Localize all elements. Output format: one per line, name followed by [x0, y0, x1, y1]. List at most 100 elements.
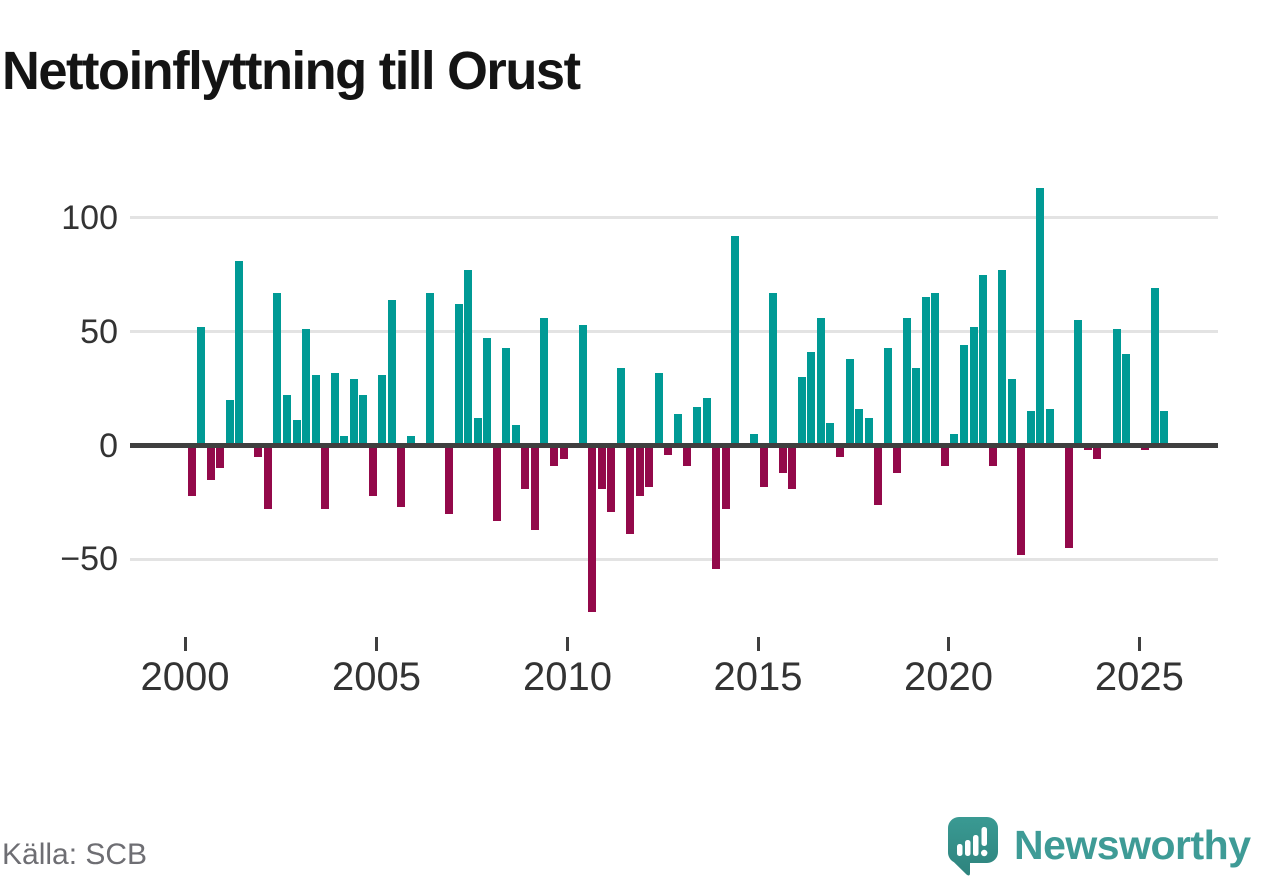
bar-negative — [1064, 445, 1073, 548]
bar-positive — [1150, 288, 1159, 446]
gridline — [130, 557, 1218, 561]
bar-negative — [893, 445, 902, 473]
bar-positive — [292, 420, 301, 446]
bar-positive — [1007, 379, 1016, 446]
y-axis-label: 0 — [99, 426, 118, 465]
bar-negative — [206, 445, 215, 480]
bar-positive — [378, 374, 387, 446]
bar-negative — [712, 445, 720, 569]
bar-positive — [979, 274, 987, 446]
bar-negative — [559, 445, 568, 460]
bar-positive — [845, 358, 854, 446]
bar-positive — [616, 368, 625, 446]
bar-positive — [998, 270, 1007, 446]
exclamation-dot — [981, 849, 988, 857]
bar-negative — [664, 445, 673, 455]
bar-positive — [349, 379, 358, 446]
x-axis-tick — [947, 637, 950, 651]
bar-negative — [216, 445, 225, 469]
zero-axis-line — [130, 443, 1218, 448]
x-axis-label: 2010 — [523, 655, 612, 699]
bar-positive — [302, 329, 310, 446]
bar-negative — [321, 445, 330, 510]
bar-positive — [406, 436, 415, 446]
x-axis-label: 2025 — [1094, 655, 1184, 699]
x-axis-label: 2015 — [713, 655, 803, 699]
bar-negative — [788, 445, 797, 489]
bar-negative — [263, 445, 272, 510]
bar-positive — [511, 425, 520, 446]
bar-positive — [883, 347, 892, 446]
gridline — [130, 216, 1218, 220]
bar-positive — [464, 270, 473, 446]
bar-positive — [502, 347, 511, 446]
bar-positive — [1026, 411, 1035, 446]
x-axis-label: 2020 — [904, 655, 993, 699]
speech-bubble-shape — [947, 817, 998, 876]
chart-bar-small — [957, 844, 963, 856]
x-axis-tick — [375, 637, 378, 651]
bar-negative — [940, 445, 949, 466]
bar-negative — [683, 445, 692, 466]
x-axis-tick — [566, 637, 569, 651]
bar-negative — [645, 445, 654, 487]
exclamation-bar — [981, 827, 987, 846]
gridline — [130, 330, 1218, 334]
bar-positive — [1036, 188, 1045, 446]
bar-negative — [759, 445, 768, 487]
bar-positive — [902, 317, 911, 446]
bar-positive — [483, 338, 492, 446]
bar-positive — [359, 395, 368, 446]
bar-negative — [721, 445, 730, 510]
bar-negative — [254, 445, 263, 457]
bar-positive — [931, 292, 940, 446]
bar-negative — [397, 445, 406, 507]
bar-positive — [1122, 354, 1130, 446]
bar-positive — [540, 317, 549, 446]
bar-positive — [912, 368, 921, 446]
bar-negative — [1093, 445, 1102, 460]
bar-positive — [225, 399, 234, 446]
bar-positive — [454, 304, 463, 446]
bar-positive — [235, 261, 244, 446]
x-axis-tick — [756, 637, 760, 651]
bar-positive — [311, 374, 320, 446]
x-axis-label: 2000 — [140, 655, 230, 699]
bar-positive — [197, 327, 206, 446]
bar-negative — [635, 445, 644, 496]
bar-positive — [1112, 329, 1121, 446]
bar-negative — [988, 445, 997, 466]
bar-positive — [969, 327, 978, 446]
bar-positive — [1045, 409, 1054, 446]
chart-bar-medium — [965, 840, 971, 856]
bar-positive — [654, 372, 663, 446]
y-axis-label: 100 — [61, 198, 118, 237]
bar-positive — [578, 324, 587, 446]
bar-negative — [778, 445, 787, 473]
bar-positive — [1160, 411, 1169, 446]
chart-bar-large — [973, 835, 979, 856]
bar-positive — [340, 436, 349, 446]
bar-positive — [387, 299, 396, 446]
bar-positive — [855, 409, 864, 446]
bar-positive — [816, 317, 825, 446]
bar-positive — [330, 372, 339, 446]
bar-positive — [473, 418, 482, 446]
bar-positive — [693, 406, 701, 446]
newsworthy-wordmark: Newsworthy — [1014, 822, 1251, 868]
x-axis-tick — [183, 637, 187, 651]
chart-title: Nettoinflyttning till Orust — [2, 41, 581, 102]
bar-positive — [959, 345, 968, 446]
bar-negative — [187, 445, 196, 496]
y-axis-label: −50 — [60, 540, 118, 579]
bar-negative — [368, 445, 377, 496]
newsworthy-logo-icon — [947, 817, 998, 876]
bar-positive — [731, 235, 740, 446]
bar-positive — [769, 292, 778, 446]
bar-negative — [874, 445, 883, 505]
bar-negative — [597, 445, 606, 489]
bar-positive — [750, 434, 759, 446]
y-axis-label: 50 — [80, 312, 118, 351]
bar-positive — [273, 292, 282, 446]
